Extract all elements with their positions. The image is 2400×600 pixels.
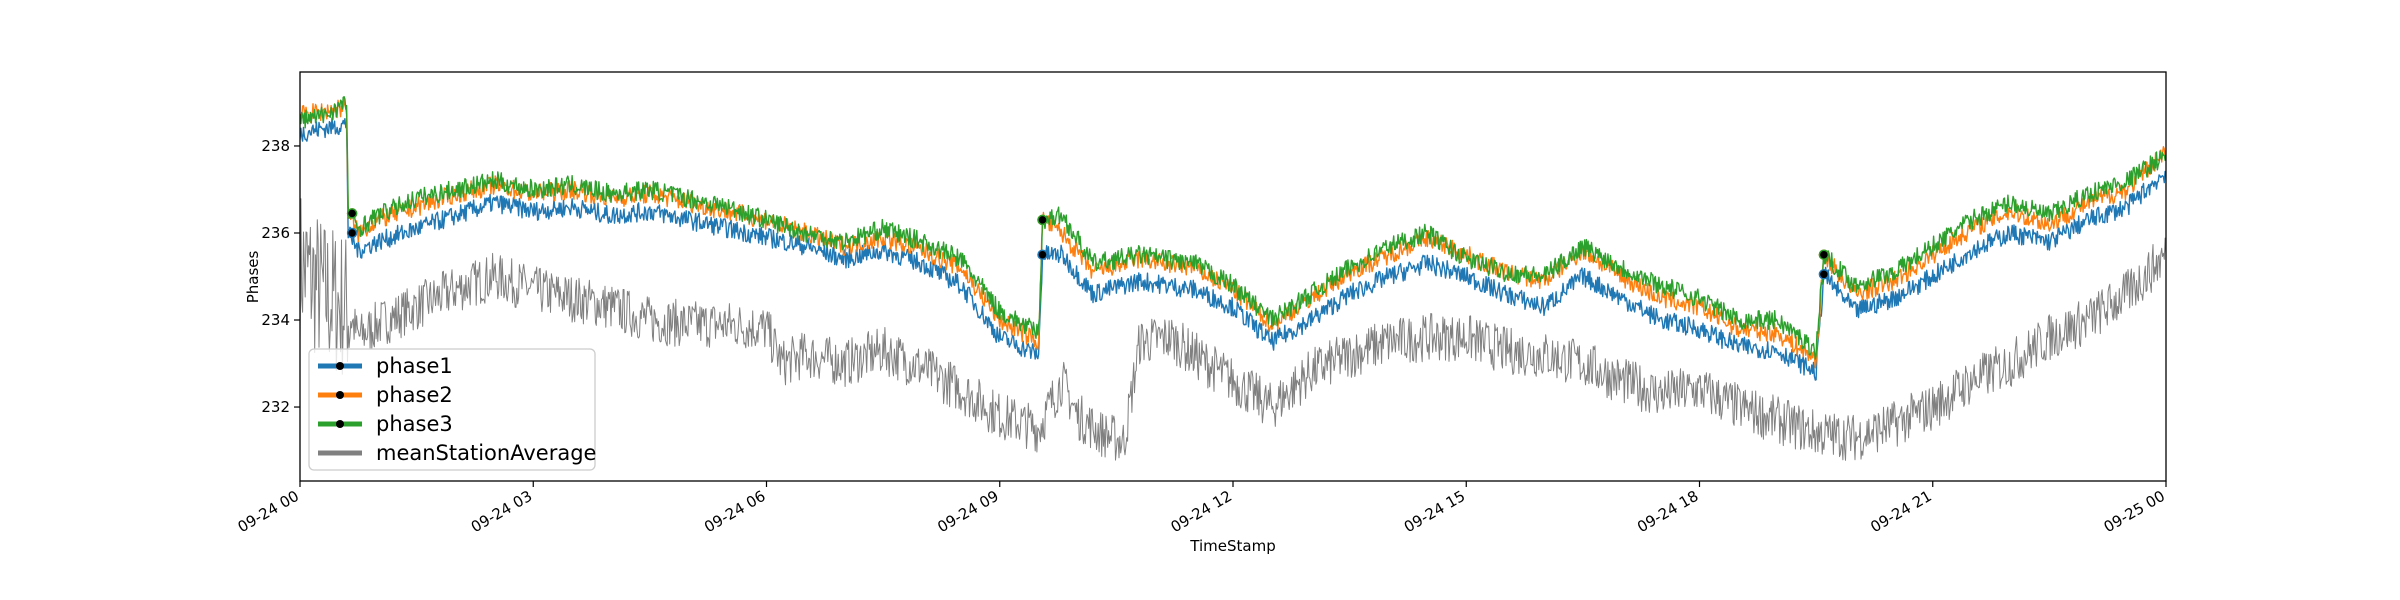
legend-item-meanStationAverage: meanStationAverage — [318, 441, 596, 465]
legend-marker-phase2 — [336, 391, 344, 399]
y-tick-label-2: 236 — [261, 224, 290, 242]
x-tick-label-7: 09-24 21 — [1867, 487, 1934, 536]
marker-phase3-1 — [1037, 214, 1048, 226]
series-line-phase2 — [300, 98, 2166, 369]
x-tick-label-1: 09-24 03 — [468, 487, 535, 536]
marker-layer — [346, 208, 1830, 280]
legend-label-phase3: phase3 — [376, 412, 453, 436]
x-tick-label-3: 09-24 09 — [934, 487, 1001, 536]
legend-item-phase1: phase1 — [318, 354, 453, 378]
series-line-phase1 — [300, 117, 2166, 381]
legend-frame — [308, 348, 596, 471]
x-tick-label-8: 09-25 00 — [2101, 487, 2168, 536]
marker-phase3-2 — [1818, 249, 1830, 260]
series-line-meanStationAverage — [300, 198, 2166, 461]
marker-phase1-2 — [1818, 269, 1830, 280]
x-tick-label-4: 09-24 12 — [1168, 487, 1235, 536]
x-tick-label-2: 09-24 06 — [701, 487, 768, 536]
legend-label-phase1: phase1 — [376, 354, 453, 378]
marker-phase3-0 — [346, 208, 358, 219]
y-tick-label-0: 232 — [261, 398, 290, 416]
legend-item-phase2: phase2 — [318, 383, 453, 407]
y-tick-label-3: 238 — [261, 137, 290, 155]
x-axis-title: TimeStamp — [1189, 537, 1275, 555]
marker-phase1-1 — [1037, 249, 1048, 260]
marker-phase1-0 — [346, 227, 358, 239]
legend-label-meanStationAverage: meanStationAverage — [376, 441, 596, 465]
legend-item-phase3: phase3 — [318, 412, 453, 436]
series-line-phase3 — [300, 96, 2166, 360]
y-tick-label-1: 234 — [261, 311, 290, 329]
y-axis: 232 234 236 238 — [261, 137, 300, 416]
legend: phase1 phase2 phase3 meanStationAverage — [308, 348, 596, 471]
x-tick-label-0: 09-24 00 — [235, 487, 302, 536]
y-axis-title: Phases — [244, 251, 262, 304]
x-tick-label-5: 09-24 15 — [1401, 487, 1468, 536]
x-tick-label-6: 09-24 18 — [1634, 487, 1701, 536]
x-axis: 09-24 00 09-24 03 09-24 06 09-24 09 09-24 12… — [235, 481, 2168, 536]
legend-label-phase2: phase2 — [376, 383, 453, 407]
legend-marker-phase1 — [336, 362, 344, 370]
legend-marker-phase3 — [336, 420, 344, 428]
series-layer — [300, 96, 2166, 461]
